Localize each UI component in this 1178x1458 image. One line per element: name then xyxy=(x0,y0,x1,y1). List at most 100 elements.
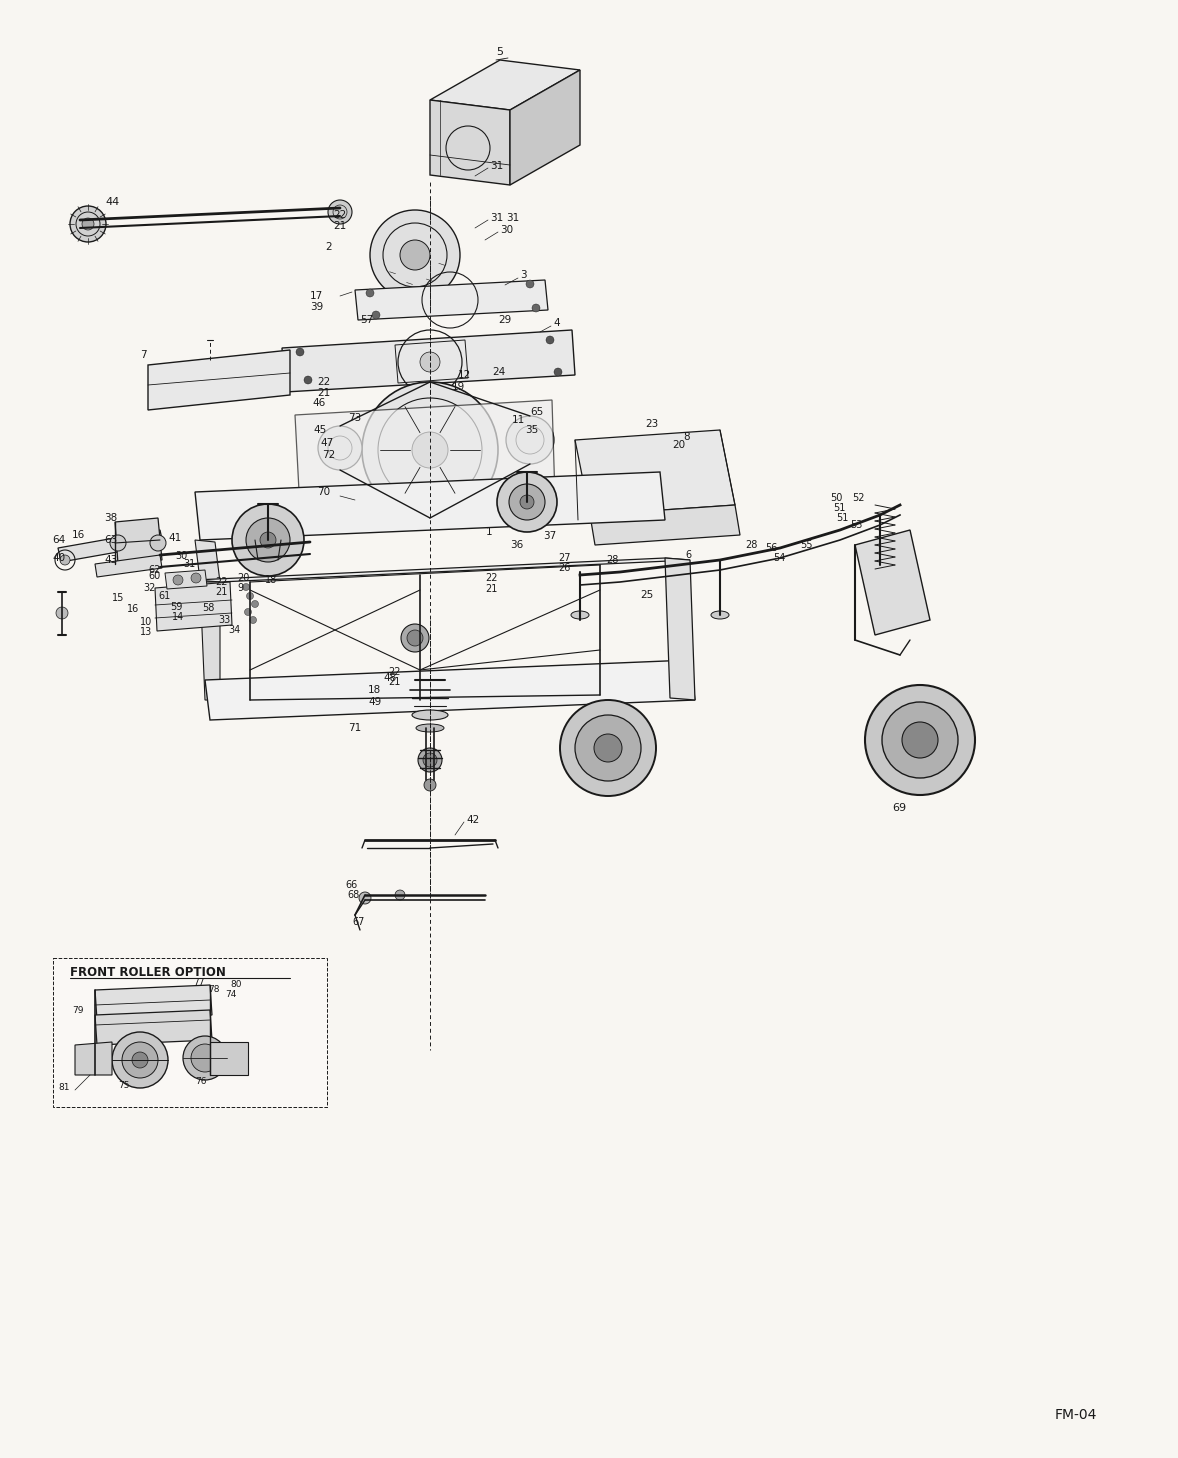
Text: 30: 30 xyxy=(499,225,514,235)
Text: 34: 34 xyxy=(229,625,240,636)
Text: 21: 21 xyxy=(333,222,346,230)
Circle shape xyxy=(57,607,68,620)
Text: 48: 48 xyxy=(383,674,396,682)
Text: 50: 50 xyxy=(830,493,842,503)
Circle shape xyxy=(395,889,405,900)
Circle shape xyxy=(418,748,442,771)
Text: 76: 76 xyxy=(196,1077,206,1086)
Text: FM-04: FM-04 xyxy=(1055,1408,1098,1422)
Text: 80: 80 xyxy=(230,980,241,989)
Text: 13: 13 xyxy=(140,627,152,637)
Circle shape xyxy=(509,484,545,521)
Text: 71: 71 xyxy=(348,723,362,733)
Text: 35: 35 xyxy=(525,424,538,434)
Circle shape xyxy=(359,892,371,904)
Text: 14: 14 xyxy=(172,612,184,623)
Circle shape xyxy=(246,518,290,561)
Polygon shape xyxy=(165,570,207,589)
Text: 41: 41 xyxy=(168,534,181,542)
Text: 5: 5 xyxy=(496,47,503,57)
Circle shape xyxy=(497,472,557,532)
Text: 22: 22 xyxy=(388,666,401,677)
Polygon shape xyxy=(95,1010,212,1045)
Text: 44: 44 xyxy=(105,197,119,207)
Text: 10: 10 xyxy=(140,617,152,627)
Text: 22: 22 xyxy=(216,577,227,588)
Text: 18: 18 xyxy=(368,685,382,695)
Text: 64: 64 xyxy=(52,535,65,545)
Polygon shape xyxy=(294,399,555,510)
Text: 65: 65 xyxy=(530,407,543,417)
Circle shape xyxy=(401,241,430,270)
Text: 49: 49 xyxy=(368,697,382,707)
Circle shape xyxy=(560,700,656,796)
Text: 38: 38 xyxy=(104,513,118,523)
Text: 20: 20 xyxy=(237,573,250,583)
Circle shape xyxy=(150,535,166,551)
Circle shape xyxy=(191,573,201,583)
Text: 29: 29 xyxy=(498,315,511,325)
Polygon shape xyxy=(200,582,220,700)
Text: 31: 31 xyxy=(490,213,503,223)
Circle shape xyxy=(132,1053,148,1069)
Circle shape xyxy=(112,1032,168,1088)
Text: 72: 72 xyxy=(322,451,336,461)
Polygon shape xyxy=(115,518,163,564)
Text: 18: 18 xyxy=(265,574,277,585)
Text: 61: 61 xyxy=(158,590,171,601)
Circle shape xyxy=(594,733,622,763)
Text: 28: 28 xyxy=(744,539,757,550)
Polygon shape xyxy=(430,101,510,185)
Circle shape xyxy=(370,210,459,300)
Text: 75: 75 xyxy=(118,1080,130,1089)
Circle shape xyxy=(183,1037,227,1080)
Circle shape xyxy=(243,583,250,590)
Text: 11: 11 xyxy=(512,416,525,424)
Text: 32: 32 xyxy=(143,583,155,593)
Text: 2: 2 xyxy=(325,242,332,252)
Text: 21: 21 xyxy=(216,588,227,596)
Text: 23: 23 xyxy=(646,418,659,429)
Polygon shape xyxy=(205,660,695,720)
Text: 6: 6 xyxy=(684,550,691,560)
Polygon shape xyxy=(196,558,690,582)
Circle shape xyxy=(519,496,534,509)
Text: 73: 73 xyxy=(348,413,362,423)
Circle shape xyxy=(246,592,253,599)
Text: 12: 12 xyxy=(458,370,471,381)
Ellipse shape xyxy=(871,561,889,569)
Text: 43: 43 xyxy=(104,555,118,566)
Text: 69: 69 xyxy=(892,803,906,814)
Text: FRONT ROLLER OPTION: FRONT ROLLER OPTION xyxy=(70,965,226,978)
Text: 22: 22 xyxy=(485,573,497,583)
Text: 77: 77 xyxy=(193,977,205,987)
Polygon shape xyxy=(196,539,220,582)
Text: 26: 26 xyxy=(558,563,570,573)
Text: 21: 21 xyxy=(485,585,497,593)
Circle shape xyxy=(70,206,106,242)
Text: 1: 1 xyxy=(487,526,492,537)
Text: 37: 37 xyxy=(543,531,556,541)
Text: 67: 67 xyxy=(352,917,364,927)
Circle shape xyxy=(60,555,70,566)
Text: 47: 47 xyxy=(320,437,333,448)
Text: 9: 9 xyxy=(237,583,243,593)
Text: 25: 25 xyxy=(640,590,654,601)
Text: 40: 40 xyxy=(52,553,65,563)
Polygon shape xyxy=(155,582,232,631)
Circle shape xyxy=(362,382,498,518)
Circle shape xyxy=(173,574,183,585)
Polygon shape xyxy=(510,70,580,185)
Text: 78: 78 xyxy=(209,984,219,993)
Text: 28: 28 xyxy=(605,555,618,566)
Text: 53: 53 xyxy=(851,521,862,531)
Circle shape xyxy=(412,432,448,468)
Text: 57: 57 xyxy=(360,315,373,325)
Text: 7: 7 xyxy=(140,350,146,360)
Text: 56: 56 xyxy=(765,542,777,553)
Text: 21: 21 xyxy=(317,388,330,398)
Text: 31: 31 xyxy=(507,213,519,223)
Text: 42: 42 xyxy=(466,815,479,825)
Circle shape xyxy=(532,305,540,312)
Text: 8: 8 xyxy=(683,432,689,442)
